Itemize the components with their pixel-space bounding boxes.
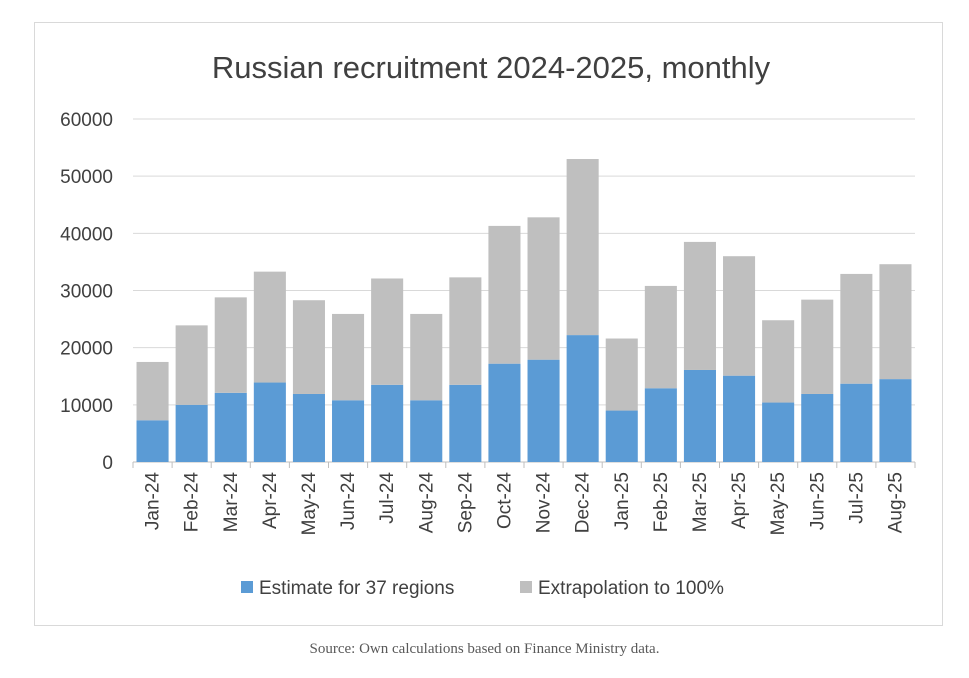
x-tick-label: Jan-25: [612, 472, 633, 530]
bar-estimate-feb-25: [644, 388, 677, 462]
y-tick-label: 50000: [60, 167, 113, 188]
x-tick-label: Jun-25: [807, 472, 828, 530]
bar-estimate-jan-25: [605, 410, 638, 462]
x-tick-label: Sep-24: [455, 472, 476, 534]
bar-estimate-feb-24: [175, 404, 208, 462]
legend-label-extrapolation: Extrapolation to 100%: [538, 578, 724, 599]
bar-extrapolation-sep-24: [449, 277, 482, 385]
y-tick-label: 40000: [60, 224, 113, 245]
x-tick-label: Oct-24: [494, 472, 515, 529]
x-tick-label: Jul-25: [846, 472, 867, 524]
x-tick-label: Jan-24: [143, 472, 164, 531]
bar-extrapolation-jul-25: [840, 273, 873, 384]
bar-estimate-nov-24: [527, 359, 560, 462]
x-tick-label: Aug-24: [416, 472, 437, 534]
bar-estimate-aug-24: [410, 400, 443, 462]
bar-layer: [136, 159, 912, 462]
chart-title: Russian recruitment 2024-2025, monthly: [212, 50, 771, 85]
bar-estimate-may-25: [762, 402, 795, 462]
bar-estimate-aug-25: [879, 379, 912, 462]
bar-extrapolation-jun-25: [801, 299, 834, 394]
bar-extrapolation-apr-24: [253, 271, 286, 383]
bar-estimate-dec-24: [566, 335, 599, 462]
legend-label-estimate: Estimate for 37 regions: [259, 578, 454, 599]
bar-extrapolation-may-25: [762, 320, 795, 403]
bar-extrapolation-aug-25: [879, 264, 912, 380]
bar-extrapolation-apr-25: [723, 256, 756, 376]
x-tick-label: Apr-25: [729, 472, 750, 529]
x-tick-label: Jun-24: [338, 472, 359, 531]
bar-estimate-oct-24: [488, 363, 521, 462]
bar-extrapolation-feb-25: [644, 285, 677, 389]
bar-estimate-sep-24: [449, 384, 482, 462]
x-tick-label: Jul-24: [377, 472, 398, 524]
y-tick-label: 30000: [60, 282, 113, 303]
x-tick-label: May-24: [299, 472, 320, 536]
x-tick-label: Nov-24: [534, 472, 555, 534]
y-axis-tick-labels: 0 10000 20000 30000 40000 50000 60000: [60, 110, 113, 474]
x-tick-label: Feb-25: [651, 472, 672, 532]
bar-estimate-jun-24: [332, 400, 365, 462]
bar-extrapolation-nov-24: [527, 217, 560, 360]
bar-extrapolation-jan-25: [605, 338, 638, 411]
gridlines: [133, 118, 915, 463]
bar-extrapolation-jan-24: [136, 361, 169, 421]
bar-extrapolation-mar-24: [214, 297, 247, 393]
legend-swatch-extrapolation: [520, 581, 532, 593]
bar-estimate-jun-25: [801, 393, 834, 462]
bar-extrapolation-may-24: [292, 300, 325, 394]
bar-extrapolation-dec-24: [566, 159, 599, 336]
bar-estimate-apr-24: [253, 382, 286, 462]
bar-extrapolation-feb-24: [175, 325, 208, 405]
bar-estimate-mar-25: [683, 369, 716, 462]
bar-extrapolation-oct-24: [488, 225, 521, 364]
x-tick-label: Mar-24: [221, 472, 242, 533]
y-tick-label: 10000: [60, 396, 113, 417]
x-tick-label: Dec-24: [573, 472, 594, 534]
bar-estimate-jan-24: [136, 420, 169, 462]
x-tick-label: Feb-24: [182, 472, 203, 533]
bar-estimate-apr-25: [723, 375, 756, 462]
bar-estimate-mar-24: [214, 392, 247, 462]
chart-svg: Russian recruitment 2024-2025, monthly 0…: [60, 50, 916, 599]
bar-extrapolation-aug-24: [410, 313, 443, 401]
bar-estimate-jul-25: [840, 383, 873, 462]
source-note: Source: Own calculations based on Financ…: [309, 641, 660, 657]
y-tick-label: 0: [102, 453, 113, 474]
bar-extrapolation-mar-25: [683, 241, 716, 370]
x-axis-tick-labels: Jan-24 Feb-24 Mar-24 Apr-24 May-24 Jun-24 Jul-…: [132, 462, 916, 536]
chart-frame: Russian recruitment 2024-2025, monthly 0…: [34, 22, 943, 626]
bar-extrapolation-jun-24: [332, 313, 365, 401]
legend: Estimate for 37 regions Extrapolation to…: [241, 578, 724, 599]
legend-swatch-estimate: [241, 581, 253, 593]
x-tick-label: Mar-25: [690, 472, 711, 532]
y-tick-label: 60000: [60, 110, 113, 131]
x-tick-label: Aug-25: [885, 472, 906, 533]
x-tick-label: Apr-24: [260, 472, 281, 529]
bar-extrapolation-jul-24: [371, 278, 404, 385]
bar-estimate-may-24: [292, 393, 325, 462]
y-tick-label: 20000: [60, 339, 113, 360]
bar-estimate-jul-24: [371, 384, 404, 462]
x-tick-label: May-25: [768, 472, 789, 535]
